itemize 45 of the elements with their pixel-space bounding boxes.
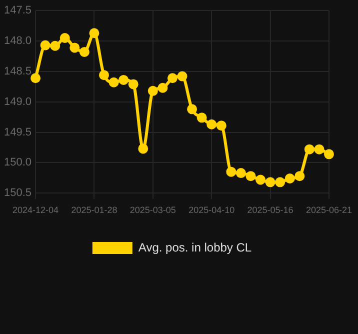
point <box>70 42 80 53</box>
point <box>187 104 198 114</box>
x-tick-label: 2025-03-05 <box>130 205 176 216</box>
point <box>196 112 207 123</box>
x-tick-label: 2025-04-10 <box>188 205 235 216</box>
point <box>304 144 314 154</box>
point <box>79 46 90 57</box>
point <box>148 86 158 96</box>
point <box>138 144 148 154</box>
point <box>206 119 217 130</box>
y-tick-label: 147.5 <box>4 4 32 17</box>
point <box>40 40 50 50</box>
point <box>265 177 276 188</box>
point <box>324 149 334 160</box>
point <box>284 174 295 184</box>
point <box>60 32 70 43</box>
point <box>118 74 129 85</box>
point <box>314 144 324 154</box>
point <box>275 177 286 188</box>
point <box>177 71 188 82</box>
point <box>216 120 226 131</box>
legend-label: Avg. pos. in lobby CL <box>138 240 252 254</box>
point <box>89 28 100 38</box>
x-tick-label: 2025-01-28 <box>71 205 118 216</box>
y-tick-label: 148.5 <box>4 65 32 78</box>
x-tick-label: 2025-05-16 <box>247 205 294 216</box>
point <box>294 171 305 182</box>
point <box>236 168 246 178</box>
y-tick-label: 149.5 <box>4 126 32 138</box>
point <box>226 166 236 177</box>
y-tick-label: 148.0 <box>4 35 32 48</box>
point <box>256 174 266 185</box>
point <box>99 70 109 80</box>
point <box>128 79 138 90</box>
point <box>108 77 119 88</box>
y-tick-label: 150.0 <box>4 156 32 169</box>
point <box>30 73 41 84</box>
x-tick-label: 2024-12-04 <box>12 205 59 216</box>
point <box>50 40 60 51</box>
point <box>167 73 178 84</box>
point <box>158 82 168 93</box>
y-tick-label: 150.5 <box>4 187 32 200</box>
point <box>246 171 256 182</box>
x-tick-label: 2025-06-21 <box>306 205 352 216</box>
y-tick-label: 149.0 <box>4 96 32 108</box>
